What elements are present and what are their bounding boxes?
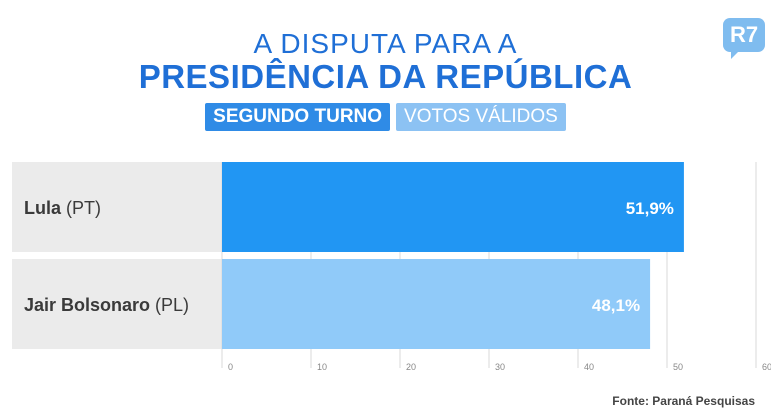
tag-round: SEGUNDO TURNO <box>205 103 391 131</box>
source-footer: Fonte: Paraná Pesquisas <box>612 394 755 408</box>
category-label: Jair Bolsonaro (PL) <box>24 295 189 315</box>
tag-votes: VOTOS VÁLIDOS <box>396 103 566 131</box>
x-tick-label: 50 <box>673 362 683 372</box>
category-row-background <box>12 162 222 252</box>
bar <box>222 259 651 349</box>
x-tick-label: 40 <box>584 362 594 372</box>
bar <box>222 162 684 252</box>
category-party: (PL) <box>150 295 189 315</box>
category-name: Jair Bolsonaro <box>24 295 150 315</box>
bar-value-label: 48,1% <box>592 296 640 315</box>
category-name: Lula <box>24 198 62 218</box>
category-row-background <box>12 259 222 349</box>
x-tick-label: 20 <box>406 362 416 372</box>
subtitle-tags: SEGUNDO TURNO VOTOS VÁLIDOS <box>0 103 771 131</box>
r7-logo-icon: R7 <box>723 18 765 59</box>
category-label: Lula (PT) <box>24 198 101 218</box>
x-tick-label: 0 <box>228 362 233 372</box>
x-tick-label: 60 <box>762 362 771 372</box>
bar-value-label: 51,9% <box>626 199 674 218</box>
page-title: PRESIDÊNCIA DA REPÚBLICA <box>138 58 633 95</box>
x-tick-label: 30 <box>495 362 505 372</box>
title-top: A DISPUTA PARA A <box>253 28 518 59</box>
x-tick-label: 10 <box>317 362 327 372</box>
category-party: (PT) <box>61 198 101 218</box>
